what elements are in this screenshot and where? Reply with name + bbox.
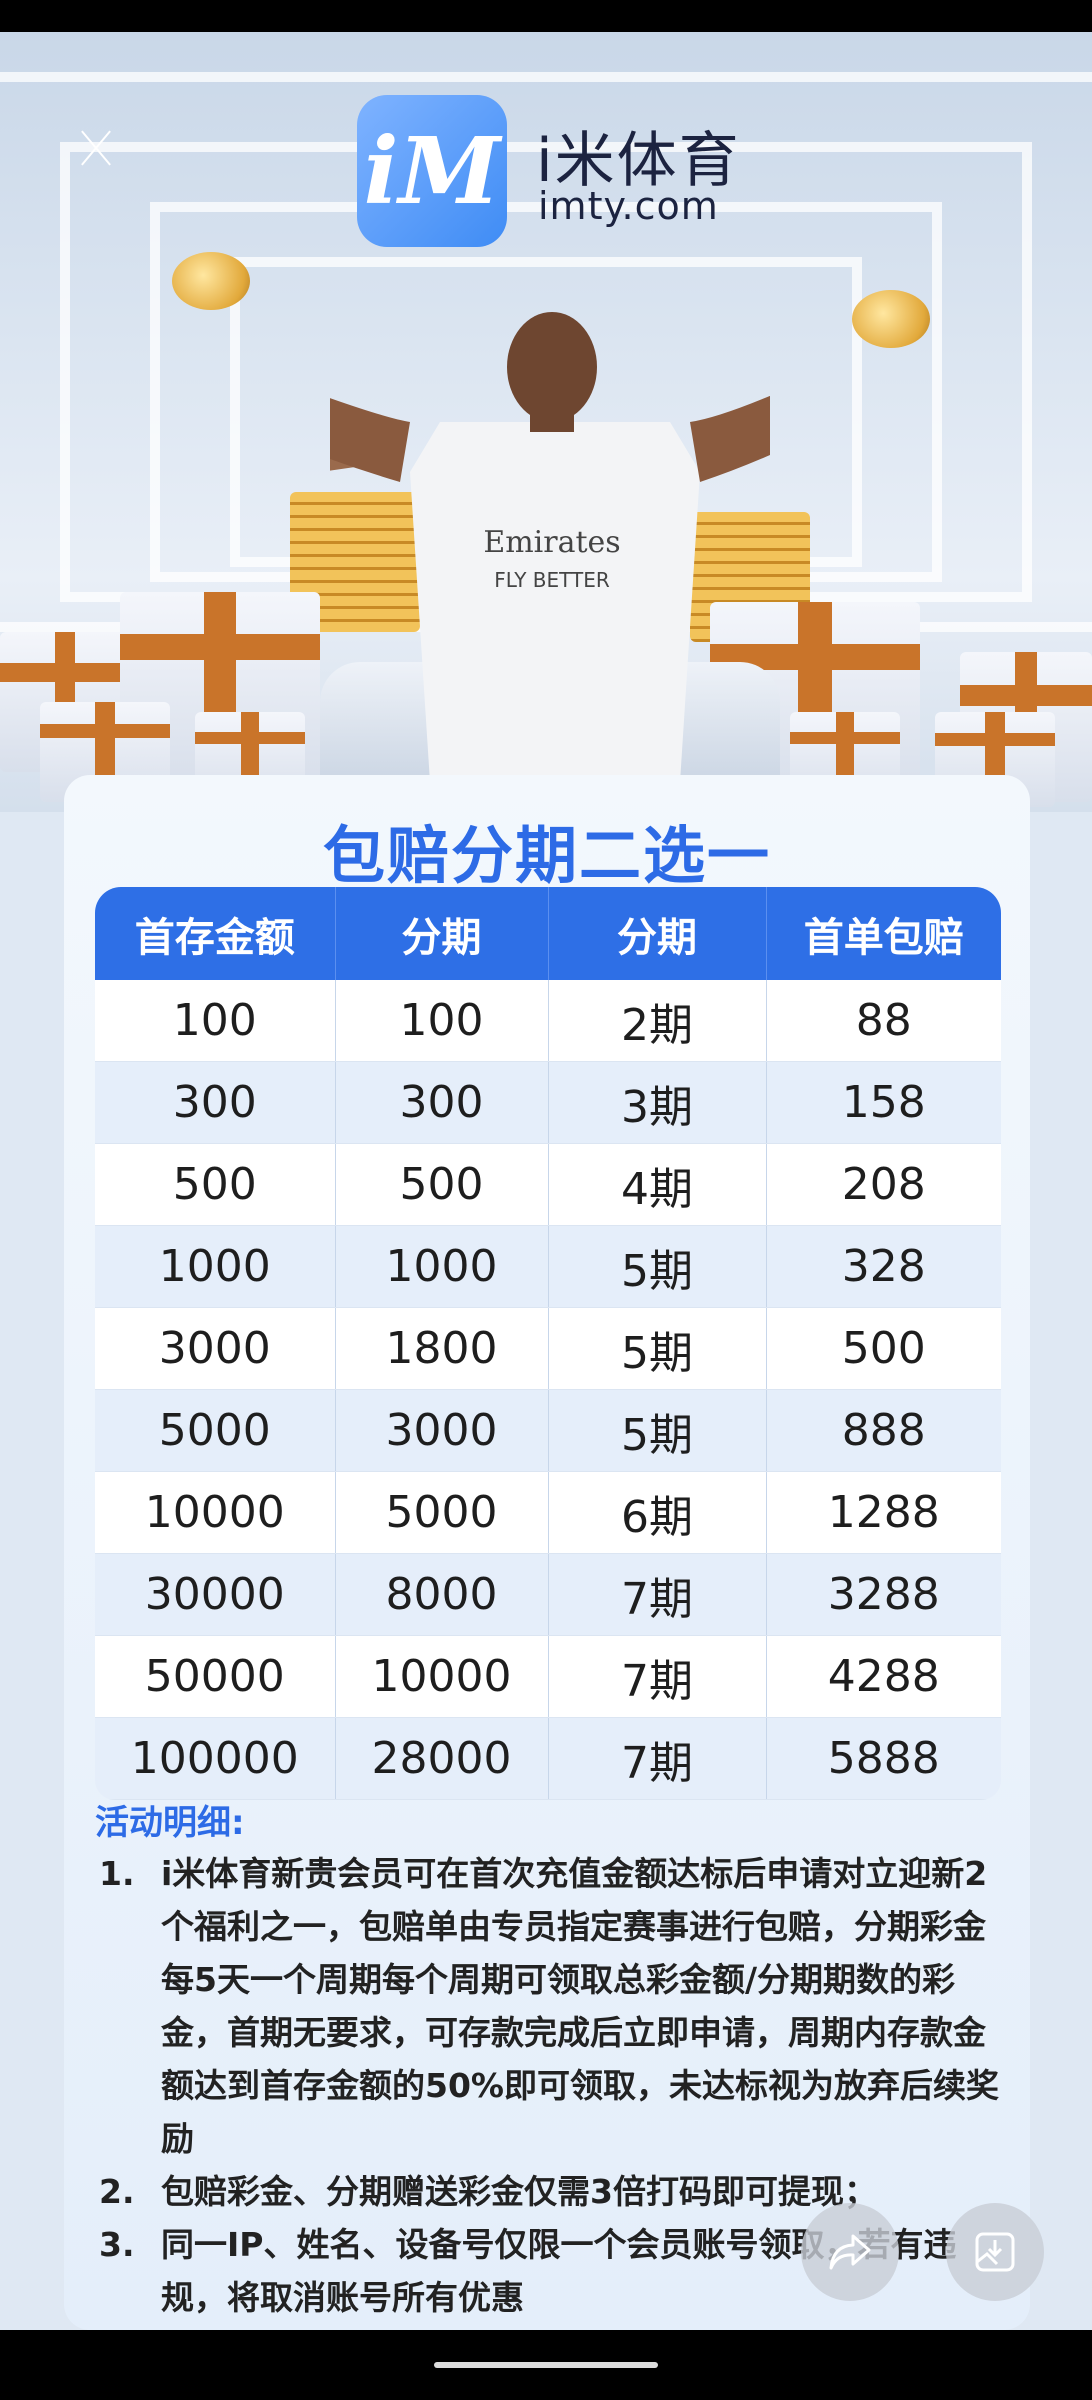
table-cell: 7期 (548, 1635, 767, 1718)
table-cell: 4288 (766, 1635, 1001, 1718)
share-icon (829, 2234, 871, 2270)
table-cell: 10000 (95, 1471, 336, 1554)
table-cell: 2期 (548, 980, 767, 1062)
table-cell: 5期 (548, 1307, 767, 1390)
item-number: 1. (99, 1854, 135, 1893)
item-text: 包赔彩金、分期赠送彩金仅需3倍打码即可提现； (161, 2172, 877, 2211)
table-cell: 100 (335, 980, 549, 1062)
brand-logo: iM (357, 95, 507, 247)
table-cell: 8000 (335, 1553, 549, 1636)
table-cell: 1000 (95, 1225, 336, 1308)
promo-card: 包赔分期二选一 首存金额 分期 分期 首单包赔 100 100 2期 88 300 300… (64, 775, 1030, 2330)
coin-icon (172, 252, 250, 310)
table-cell: 328 (766, 1225, 1001, 1308)
logo-lettering: iM (363, 117, 501, 225)
table-cell: 5期 (548, 1389, 767, 1472)
table-cell: 300 (95, 1061, 336, 1144)
table-row: 100 100 2期 88 (95, 980, 1001, 1062)
table-row: 3000 1800 5期 500 (95, 1307, 1001, 1390)
table-cell: 7期 (548, 1717, 767, 1800)
table-cell: 500 (766, 1307, 1001, 1390)
save-image-button[interactable] (946, 2203, 1044, 2301)
column-header: 首单包赔 (766, 887, 1001, 980)
hero-banner: Emirates FLY BETTER iM i米体育 imty.com (0, 32, 1092, 812)
table-row: 1000 1000 5期 328 (95, 1225, 1001, 1308)
table-cell: 5888 (766, 1717, 1001, 1800)
table-row: 10000 5000 6期 1288 (95, 1471, 1001, 1554)
table-cell: 1800 (335, 1307, 549, 1390)
promo-title: 包赔分期二选一 (322, 819, 771, 892)
table-cell: 158 (766, 1061, 1001, 1144)
table-cell: 888 (766, 1389, 1001, 1472)
brand-name: i米体育 (536, 126, 741, 196)
table-row: 300 300 3期 158 (95, 1061, 1001, 1144)
svg-text:Emirates: Emirates (483, 525, 620, 560)
close-icon[interactable] (78, 130, 114, 166)
table-cell: 28000 (335, 1717, 549, 1800)
status-bar (0, 0, 1092, 32)
share-button[interactable] (801, 2203, 899, 2301)
save-image-icon (975, 2232, 1015, 2272)
coin-icon (852, 290, 930, 348)
table-cell: 7期 (548, 1553, 767, 1636)
table-row: 500 500 4期 208 (95, 1143, 1001, 1226)
table-cell: 1288 (766, 1471, 1001, 1554)
column-header: 分期 (335, 887, 549, 980)
details-heading: 活动明细: (95, 1803, 245, 1843)
table-cell: 4期 (548, 1143, 767, 1226)
column-header: 分期 (548, 887, 767, 980)
table-cell: 6期 (548, 1471, 767, 1554)
column-header: 首存金额 (95, 887, 336, 980)
table-cell: 30000 (95, 1553, 336, 1636)
table-cell: 10000 (335, 1635, 549, 1718)
table-cell: 100 (95, 980, 336, 1062)
home-indicator[interactable] (434, 2362, 658, 2368)
table-row: 50000 10000 7期 4288 (95, 1635, 1001, 1718)
table-cell: 3000 (95, 1307, 336, 1390)
table-cell: 500 (95, 1143, 336, 1226)
list-item: 1. i米体育新贵会员可在首次充值金额达标后申请对立迎新2个福利之一，包赔单由专员… (95, 1847, 1015, 2165)
item-number: 3. (99, 2225, 135, 2264)
table-row: 100000 28000 7期 5888 (95, 1717, 1001, 1800)
table-cell: 3000 (335, 1389, 549, 1472)
navigation-bar (0, 2330, 1092, 2400)
table-cell: 1000 (335, 1225, 549, 1308)
item-text: i米体育新贵会员可在首次充值金额达标后申请对立迎新2个福利之一，包赔单由专员指定… (161, 1854, 999, 2158)
svg-text:FLY BETTER: FLY BETTER (494, 568, 610, 592)
table-cell: 208 (766, 1143, 1001, 1226)
table-cell: 50000 (95, 1635, 336, 1718)
table-cell: 3期 (548, 1061, 767, 1144)
table-cell: 3288 (766, 1553, 1001, 1636)
player-image: Emirates FLY BETTER (330, 312, 770, 782)
table-cell: 5000 (335, 1471, 549, 1554)
table-cell: 300 (335, 1061, 549, 1144)
promo-table: 首存金额 分期 分期 首单包赔 100 100 2期 88 300 300 3期 158 500… (95, 887, 1001, 1800)
table-cell: 5期 (548, 1225, 767, 1308)
table-cell: 500 (335, 1143, 549, 1226)
table-header-row: 首存金额 分期 分期 首单包赔 (95, 887, 1001, 980)
list-item: 2. 包赔彩金、分期赠送彩金仅需3倍打码即可提现； (95, 2165, 1015, 2218)
brand-domain: imty.com (538, 184, 719, 228)
table-cell: 88 (766, 980, 1001, 1062)
table-cell: 100000 (95, 1717, 336, 1800)
table-row: 30000 8000 7期 3288 (95, 1553, 1001, 1636)
table-row: 5000 3000 5期 888 (95, 1389, 1001, 1472)
item-number: 2. (99, 2172, 135, 2211)
table-cell: 5000 (95, 1389, 336, 1472)
